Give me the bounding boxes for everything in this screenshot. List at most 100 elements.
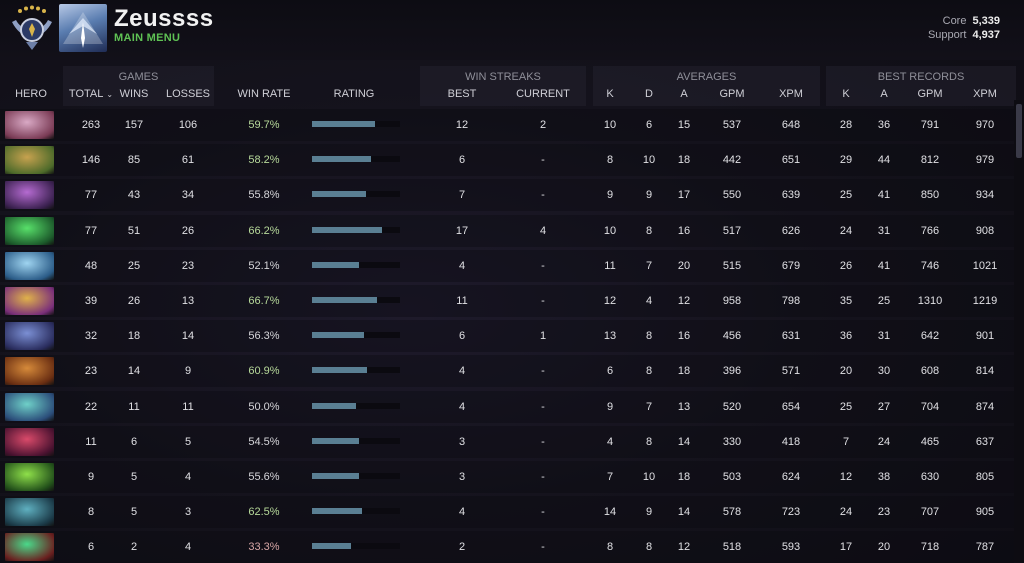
table-row[interactable]: 22 11 11 50.0% 4 - 9 7 13 520 654 25 27 704 874 bbox=[0, 390, 1014, 423]
rating-bar bbox=[312, 508, 400, 515]
wins-cell: 6 bbox=[130, 435, 138, 448]
table-row[interactable]: 39 26 13 66.7% 11 - 12 4 12 958 798 35 25 1310 1219 bbox=[0, 285, 1014, 317]
best-xpm-cell: 908 bbox=[975, 224, 995, 237]
row-background bbox=[0, 144, 1014, 177]
best-kills-cell: 26 bbox=[839, 259, 853, 272]
avatar[interactable] bbox=[59, 4, 107, 52]
best-assists-cell: 27 bbox=[877, 400, 891, 413]
best-streak-cell: 11 bbox=[456, 295, 468, 307]
hero-portrait-8[interactable] bbox=[5, 357, 54, 386]
avg-assists-cell: 13 bbox=[677, 400, 691, 413]
losses-cell: 14 bbox=[181, 330, 195, 343]
rank-medal-icon bbox=[8, 4, 56, 52]
col-losses[interactable]: LOSSES bbox=[165, 88, 211, 100]
hero-portrait-7[interactable] bbox=[5, 322, 54, 351]
table-row[interactable]: 23 14 9 60.9% 4 - 6 8 18 396 571 20 30 608 814 bbox=[0, 355, 1014, 388]
best-xpm-cell: 970 bbox=[975, 119, 995, 131]
wins-cell: 25 bbox=[127, 259, 141, 272]
avg-deaths-cell: 7 bbox=[645, 259, 653, 272]
losses-cell: 4 bbox=[184, 471, 192, 483]
rating-bar-fill bbox=[312, 543, 351, 550]
avg-xpm-cell: 651 bbox=[781, 154, 801, 167]
avg-deaths-cell: 8 bbox=[645, 541, 653, 554]
table-row[interactable]: 77 51 26 66.2% 17 4 10 8 16 517 626 24 31 766 908 bbox=[0, 214, 1014, 247]
col-win-rate[interactable]: WIN RATE bbox=[237, 88, 291, 100]
avg-kills-cell: 9 bbox=[606, 400, 614, 413]
avg-assists-cell: 14 bbox=[677, 506, 691, 519]
main-menu-link[interactable]: MAIN MENU bbox=[114, 32, 181, 44]
table-row[interactable]: 146 85 61 58.2% 6 - 8 10 18 442 651 29 44 812 979 bbox=[0, 144, 1014, 177]
col-avg-xpm[interactable]: XPM bbox=[779, 88, 803, 100]
avg-kills-cell: 12 bbox=[603, 295, 617, 307]
profile-header: Zeussss MAIN MENU Core 5,339 Support 4,937 bbox=[0, 0, 1024, 60]
hero-portrait-3[interactable] bbox=[5, 181, 54, 210]
col-rating[interactable]: RATING bbox=[333, 88, 375, 100]
avg-deaths-cell: 4 bbox=[645, 295, 653, 307]
best-gpm-cell: 465 bbox=[920, 435, 940, 448]
hero-portrait-4[interactable] bbox=[5, 216, 54, 245]
avg-deaths-cell: 8 bbox=[645, 224, 653, 237]
table-row[interactable]: 6 2 4 33.3% 2 - 8 8 12 518 593 17 20 718 787 bbox=[0, 531, 1014, 563]
best-assists-cell: 38 bbox=[877, 471, 891, 483]
col-best-gpm[interactable]: GPM bbox=[917, 88, 943, 100]
col-best-xpm[interactable]: XPM bbox=[973, 88, 997, 100]
scrollbar[interactable] bbox=[1014, 100, 1024, 562]
table-row[interactable]: 11 6 5 54.5% 3 - 4 8 14 330 418 7 24 465 637 bbox=[0, 425, 1014, 458]
hero-portrait-11[interactable] bbox=[5, 463, 54, 491]
current-streak-cell: 4 bbox=[539, 224, 547, 237]
col-current-streak[interactable]: CURRENT bbox=[516, 88, 570, 100]
hero-portrait-1[interactable] bbox=[5, 111, 54, 139]
hero-portrait-2[interactable] bbox=[5, 146, 54, 175]
rating-bar bbox=[312, 367, 400, 374]
best-xpm-cell: 805 bbox=[975, 471, 995, 483]
avg-xpm-cell: 654 bbox=[781, 400, 801, 413]
wins-cell: 18 bbox=[127, 330, 141, 343]
table-row[interactable]: 8 5 3 62.5% 4 - 14 9 14 578 723 24 23 707 905 bbox=[0, 496, 1014, 529]
hero-portrait-6[interactable] bbox=[5, 287, 54, 315]
rating-bar bbox=[312, 543, 400, 550]
col-avg-assists[interactable]: A bbox=[680, 88, 688, 100]
table-row[interactable]: 32 18 14 56.3% 6 1 13 8 16 456 631 36 31 642 901 bbox=[0, 320, 1014, 353]
best-assists-cell: 20 bbox=[877, 541, 891, 554]
table-row[interactable]: 9 5 4 55.6% 3 - 7 10 18 503 624 12 38 630 805 bbox=[0, 461, 1014, 493]
avg-deaths-cell: 6 bbox=[645, 119, 653, 131]
total-games-cell: 6 bbox=[87, 541, 95, 554]
best-kills-cell: 17 bbox=[839, 541, 853, 554]
best-assists-cell: 31 bbox=[877, 330, 891, 343]
total-games-cell: 77 bbox=[84, 224, 98, 237]
scrollbar-thumb[interactable] bbox=[1016, 104, 1022, 158]
mmr-panel: Core 5,339 Support 4,937 bbox=[928, 14, 1000, 42]
hero-portrait-12[interactable] bbox=[5, 498, 54, 527]
avg-kills-cell: 13 bbox=[603, 330, 617, 343]
table-row[interactable]: 263 157 106 59.7% 12 2 10 6 15 537 648 28 36 791 970 bbox=[0, 109, 1014, 141]
support-mmr-row: Support 4,937 bbox=[928, 28, 1000, 42]
avg-deaths-cell: 7 bbox=[645, 400, 653, 413]
col-best-kills[interactable]: K bbox=[842, 88, 850, 100]
table-row[interactable]: 77 43 34 55.8% 7 - 9 9 17 550 639 25 41 850 934 bbox=[0, 179, 1014, 212]
hero-portrait-10[interactable] bbox=[5, 427, 54, 456]
hero-portrait-5[interactable] bbox=[5, 251, 54, 280]
win-rate-cell: 66.2% bbox=[248, 224, 280, 237]
col-best-streak[interactable]: BEST bbox=[447, 88, 477, 100]
col-avg-gpm[interactable]: GPM bbox=[719, 88, 745, 100]
avg-xpm-cell: 626 bbox=[781, 224, 801, 237]
avg-kills-cell: 8 bbox=[606, 154, 614, 167]
best-gpm-cell: 766 bbox=[920, 224, 940, 237]
table-row[interactable]: 48 25 23 52.1% 4 - 11 7 20 515 679 26 41 746 1021 bbox=[0, 249, 1014, 282]
best-xpm-cell: 874 bbox=[975, 400, 995, 413]
best-records-group-bg bbox=[826, 66, 1016, 106]
col-hero[interactable]: HERO bbox=[15, 88, 47, 100]
win-rate-cell: 54.5% bbox=[248, 435, 280, 448]
col-best-assists[interactable]: A bbox=[880, 88, 888, 100]
hero-portrait-13[interactable] bbox=[5, 533, 54, 562]
total-games-cell: 32 bbox=[84, 330, 98, 343]
hero-portrait-9[interactable] bbox=[5, 392, 54, 421]
best-xpm-cell: 905 bbox=[975, 506, 995, 519]
col-wins[interactable]: WINS bbox=[119, 88, 149, 100]
col-total[interactable]: TOTAL ⌄ bbox=[66, 87, 116, 101]
col-avg-kills[interactable]: K bbox=[606, 88, 614, 100]
best-kills-cell: 24 bbox=[839, 506, 853, 519]
total-games-cell: 146 bbox=[81, 154, 101, 167]
col-avg-deaths[interactable]: D bbox=[645, 88, 653, 100]
current-streak-cell: - bbox=[541, 471, 545, 483]
